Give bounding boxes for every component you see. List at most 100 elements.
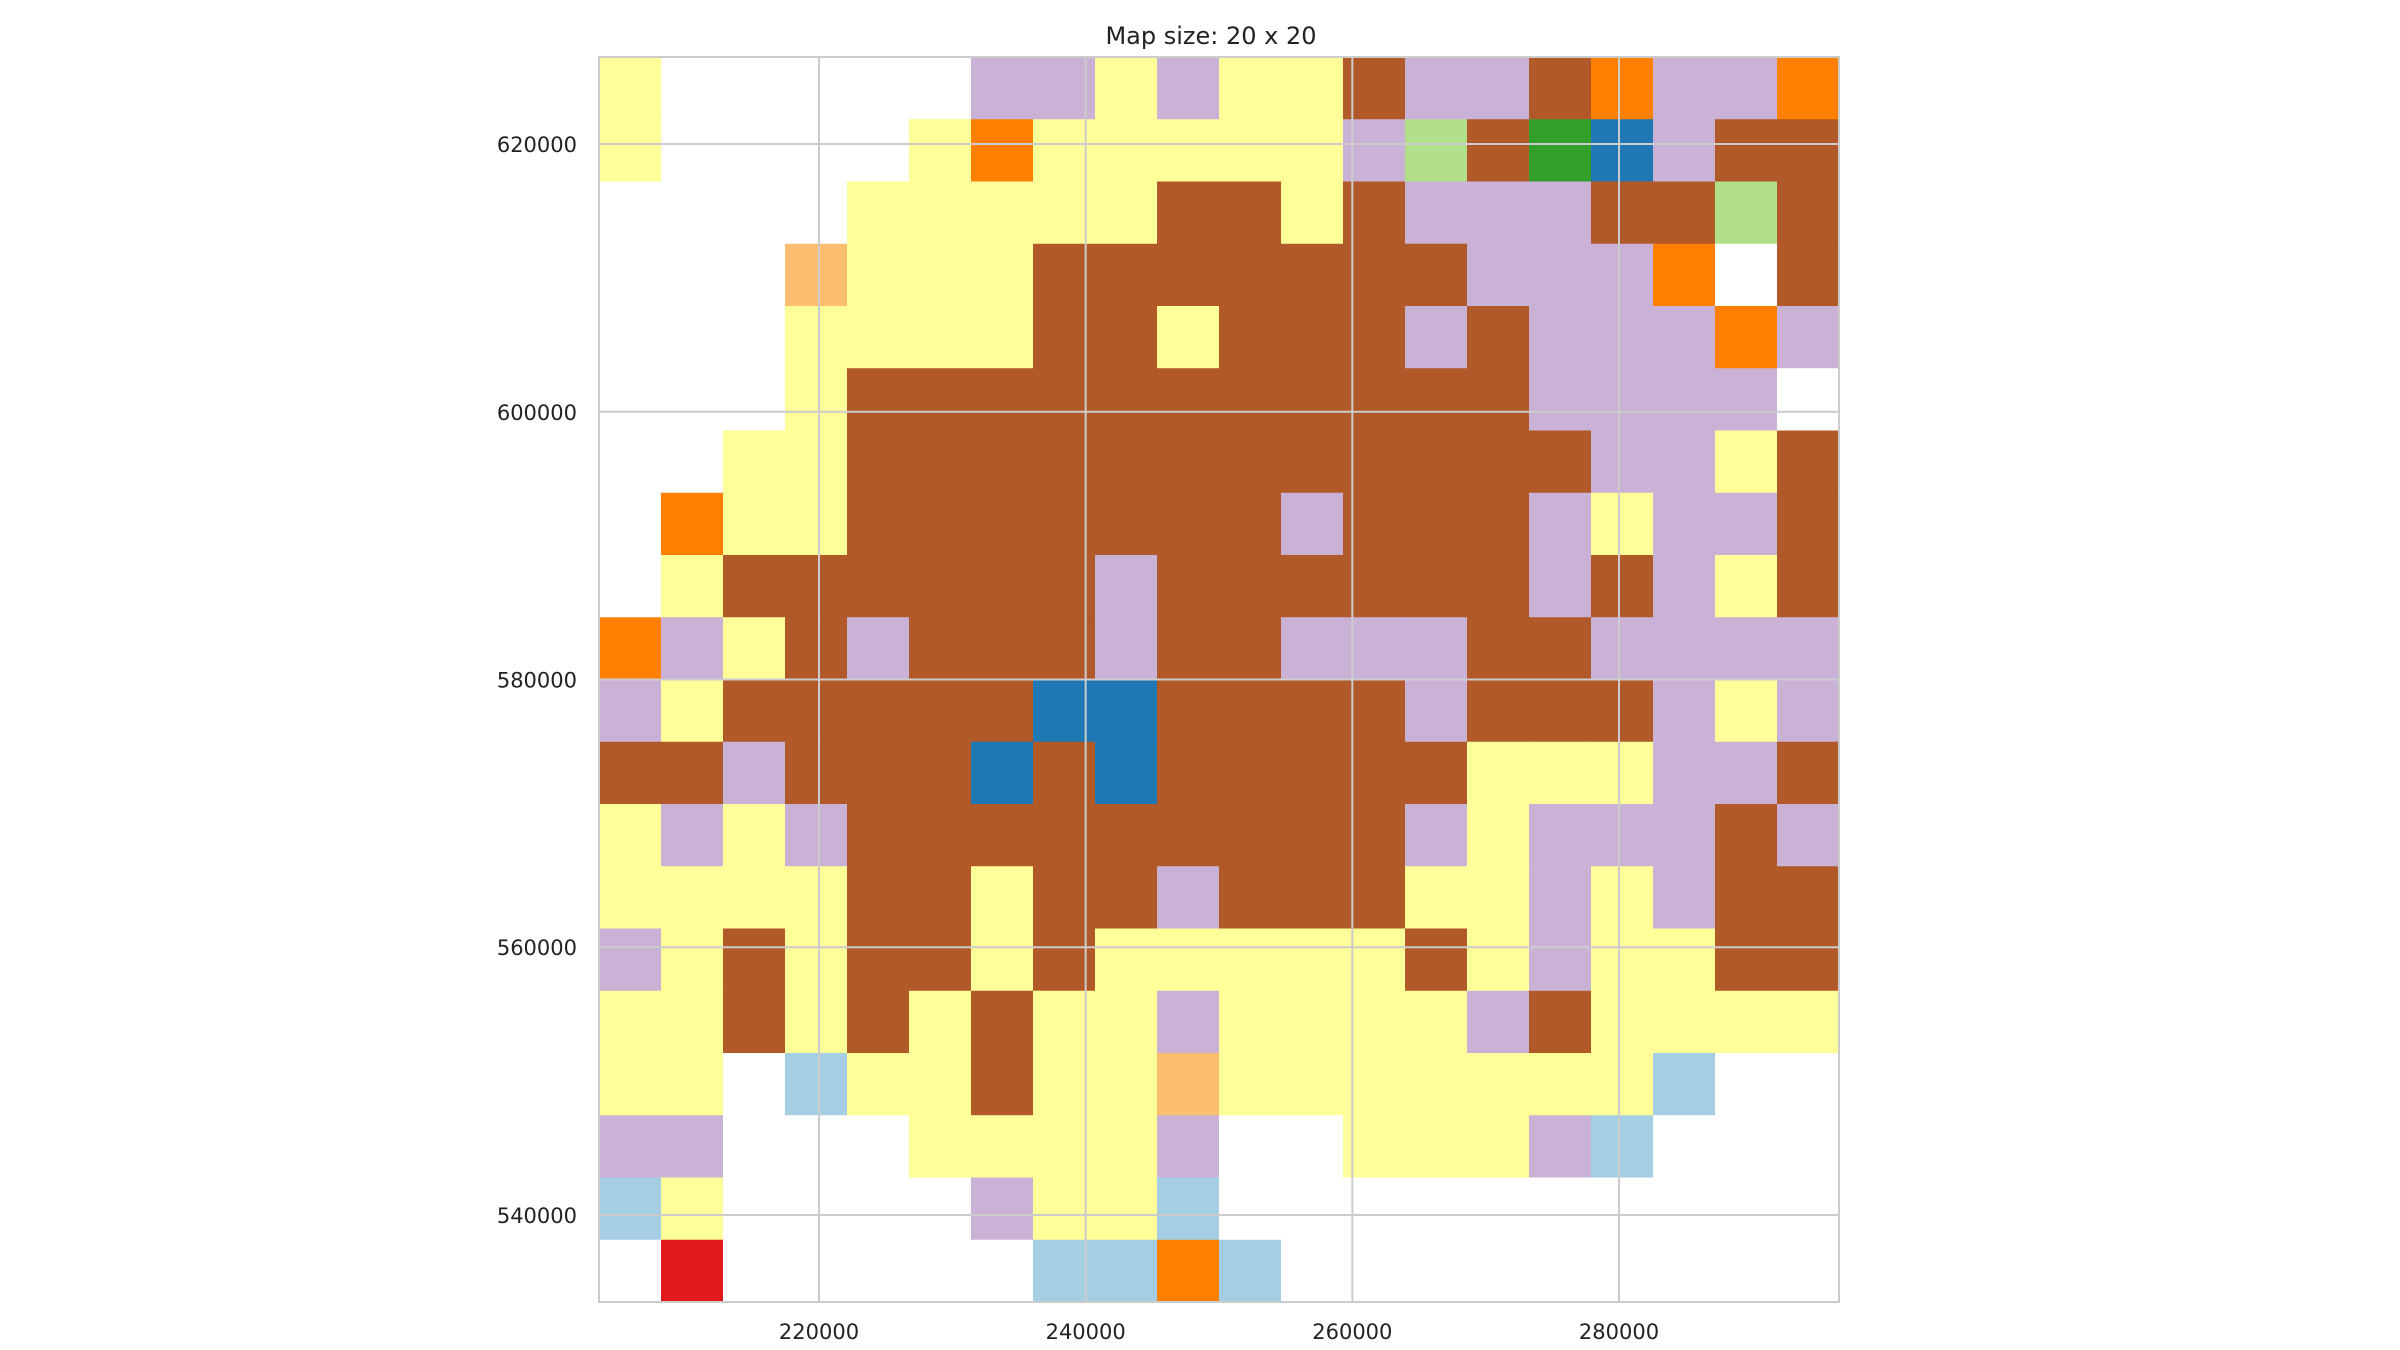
heatmap-cell xyxy=(1467,741,1530,805)
heatmap-cell xyxy=(1095,243,1158,307)
x-tick-label: 240000 xyxy=(1046,1320,1126,1344)
heatmap-cell xyxy=(971,1053,1034,1116)
heatmap-cell xyxy=(1157,928,1220,992)
heatmap-cell xyxy=(1343,368,1406,432)
heatmap-cell xyxy=(599,368,662,432)
heatmap-cell xyxy=(971,181,1034,245)
heatmap-cell xyxy=(1529,1177,1592,1241)
heatmap-cell xyxy=(971,430,1034,494)
heatmap-cell xyxy=(847,866,910,930)
heatmap-cell xyxy=(1653,430,1716,494)
heatmap-cell xyxy=(1095,1177,1158,1241)
heatmap-cell xyxy=(1467,492,1530,556)
heatmap-cell xyxy=(785,492,848,556)
heatmap-cell xyxy=(1467,990,1530,1054)
heatmap-cell xyxy=(1219,306,1282,369)
heatmap-cell xyxy=(847,181,910,245)
heatmap-cell xyxy=(1405,741,1468,805)
heatmap-cell xyxy=(661,368,724,432)
heatmap-cell xyxy=(1343,866,1406,930)
heatmap-cell xyxy=(971,928,1034,992)
heatmap-cell xyxy=(1405,119,1468,183)
heatmap-cell xyxy=(1343,804,1406,867)
heatmap-cell xyxy=(1095,928,1158,992)
heatmap-cell xyxy=(1715,57,1778,120)
heatmap-cell xyxy=(723,866,786,930)
heatmap-cell xyxy=(1529,1239,1592,1303)
heatmap-cell xyxy=(1467,181,1530,245)
heatmap-cell xyxy=(661,1239,724,1303)
heatmap-cell xyxy=(971,555,1034,618)
heatmap-cell xyxy=(785,679,848,743)
heatmap-cell xyxy=(1219,1115,1282,1179)
heatmap-cell xyxy=(1219,679,1282,743)
heatmap-cell xyxy=(599,617,662,681)
heatmap-cell xyxy=(1653,866,1716,930)
heatmap-cell xyxy=(785,928,848,992)
heatmap-cell xyxy=(971,492,1034,556)
heatmap-cell xyxy=(1591,990,1654,1054)
heatmap-cell xyxy=(1529,181,1592,245)
heatmap-cell xyxy=(1095,492,1158,556)
heatmap-cell xyxy=(1777,306,1840,369)
heatmap-cell xyxy=(1529,119,1592,183)
heatmap-cell xyxy=(1777,57,1840,120)
heatmap-cell xyxy=(1405,368,1468,432)
heatmap-cell xyxy=(847,990,910,1054)
heatmap-cell xyxy=(847,1239,910,1303)
heatmap-cell xyxy=(1095,306,1158,369)
heatmap-cell xyxy=(661,990,724,1054)
heatmap-cell xyxy=(1095,741,1158,805)
heatmap-cell xyxy=(1157,741,1220,805)
heatmap-cell xyxy=(1219,928,1282,992)
heatmap-cell xyxy=(1529,306,1592,369)
heatmap-cell xyxy=(1715,928,1778,992)
heatmap-cell xyxy=(599,430,662,494)
heatmap-cell xyxy=(909,1239,972,1303)
heatmap-cell xyxy=(661,119,724,183)
heatmap-cell xyxy=(723,555,786,618)
heatmap-cell xyxy=(1777,119,1840,183)
heatmap-cell xyxy=(1653,492,1716,556)
heatmap-cell xyxy=(1405,1053,1468,1116)
heatmap-cell xyxy=(785,181,848,245)
heatmap-cell xyxy=(1343,1115,1406,1179)
heatmap-cell xyxy=(909,555,972,618)
heatmap-cell xyxy=(1095,990,1158,1054)
heatmap-cell xyxy=(599,492,662,556)
heatmap-cell xyxy=(1281,1053,1344,1116)
heatmap-cell xyxy=(909,1115,972,1179)
heatmap-cell xyxy=(723,679,786,743)
heatmap-cell xyxy=(1591,1177,1654,1241)
heatmap-cell xyxy=(1529,57,1592,120)
heatmap-cell xyxy=(1591,243,1654,307)
heatmap-cell xyxy=(723,243,786,307)
heatmap-cell xyxy=(1467,866,1530,930)
heatmap-cell xyxy=(1529,866,1592,930)
heatmap-cell xyxy=(847,1177,910,1241)
heatmap-cell xyxy=(1467,1239,1530,1303)
heatmap-cell xyxy=(971,679,1034,743)
heatmap-cell xyxy=(1467,243,1530,307)
heatmap-cell xyxy=(1281,57,1344,120)
heatmap-cell xyxy=(1343,306,1406,369)
heatmap-cell xyxy=(971,119,1034,183)
heatmap-cell xyxy=(1715,555,1778,618)
heatmap-cell xyxy=(1591,928,1654,992)
heatmap-cell xyxy=(785,306,848,369)
heatmap-cell xyxy=(785,804,848,867)
heatmap-cell xyxy=(1777,617,1840,681)
heatmap-cell xyxy=(1157,119,1220,183)
heatmap-cell xyxy=(847,617,910,681)
heatmap-cell xyxy=(1157,1115,1220,1179)
heatmap-cell xyxy=(1219,181,1282,245)
heatmap-cell xyxy=(1715,1115,1778,1179)
heatmap-cell xyxy=(1219,990,1282,1054)
heatmap-cell xyxy=(723,617,786,681)
heatmap-cell xyxy=(909,741,972,805)
heatmap-cell xyxy=(1653,306,1716,369)
heatmap-cell xyxy=(1529,368,1592,432)
heatmap-cell xyxy=(847,57,910,120)
heatmap-cell xyxy=(847,306,910,369)
heatmap-cell xyxy=(661,617,724,681)
